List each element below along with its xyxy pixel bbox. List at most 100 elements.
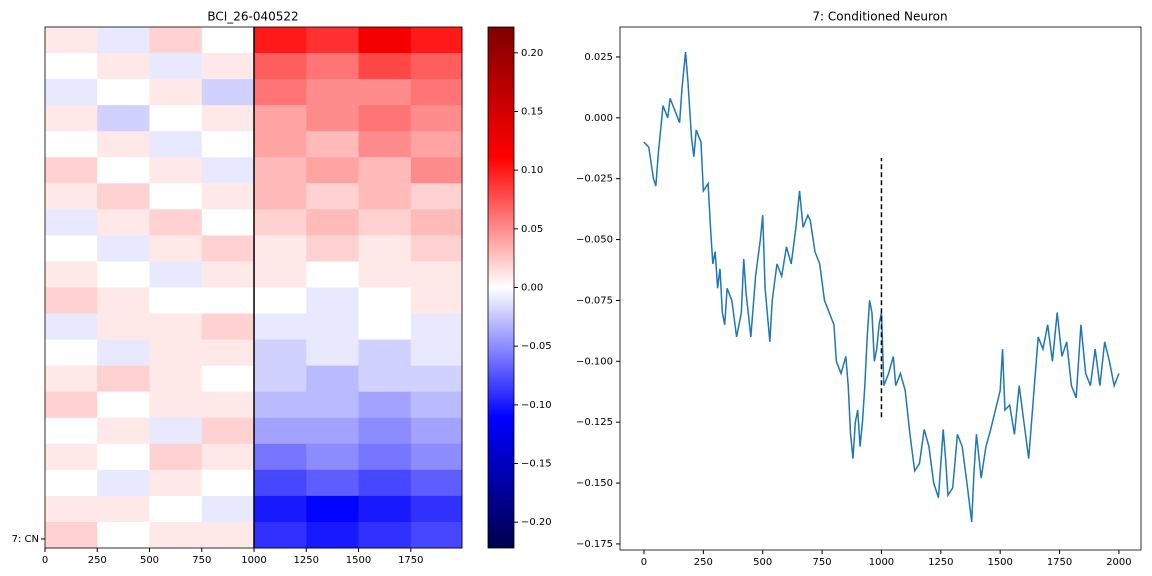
x-tick-label: 1000 — [869, 557, 894, 568]
heat-cell — [149, 79, 203, 106]
colorbar-tick-label: 0.15 — [521, 106, 543, 117]
heat-cell — [201, 365, 255, 393]
heat-cell — [358, 443, 412, 471]
heat-cell — [254, 495, 307, 523]
heat-cell — [45, 105, 98, 132]
heat-cell — [201, 495, 255, 523]
heat-cell — [201, 27, 255, 54]
heat-cell — [410, 469, 463, 497]
heat-cell — [97, 79, 151, 106]
heat-cell — [149, 27, 203, 54]
heat-cell — [410, 261, 463, 288]
x-tick-label: 1250 — [294, 555, 319, 566]
heat-cell — [97, 105, 151, 132]
y-tick-label: −0.050 — [576, 235, 613, 246]
x-tick-label: 1250 — [928, 557, 953, 568]
heat-cell — [201, 313, 255, 341]
heat-cell — [149, 313, 203, 341]
heat-cell — [254, 27, 307, 54]
heat-cell — [254, 417, 307, 445]
heat-cell — [306, 53, 360, 80]
heat-cell — [45, 131, 98, 158]
heat-cell — [410, 209, 463, 236]
y-tick-label: −0.125 — [576, 417, 613, 428]
heat-cell — [97, 27, 151, 54]
heat-cell — [149, 157, 203, 184]
heat-cell — [306, 391, 360, 419]
heat-cell — [358, 157, 412, 184]
heat-cell — [45, 417, 98, 445]
heat-cell — [410, 521, 463, 549]
y-tick-label: −0.025 — [576, 174, 613, 185]
heat-cell — [45, 391, 98, 419]
heat-cell — [201, 521, 255, 549]
x-tick-label: 250 — [694, 557, 713, 568]
heat-cell — [254, 313, 307, 341]
heat-cell — [254, 79, 307, 106]
heat-cell — [410, 131, 463, 158]
heat-cell — [97, 365, 151, 393]
y-tick-label: −0.150 — [576, 478, 613, 489]
heat-cell — [410, 53, 463, 80]
heat-cell — [149, 131, 203, 158]
heat-cell — [358, 53, 412, 80]
y-tick-label: 7: CN — [12, 534, 39, 545]
heat-cell — [306, 27, 360, 54]
heat-cell — [254, 53, 307, 80]
heat-cell — [410, 391, 463, 419]
heat-cell — [201, 183, 255, 210]
heat-cell — [201, 391, 255, 419]
heat-cell — [306, 443, 360, 471]
heat-cell — [149, 365, 203, 393]
heat-cell — [254, 235, 307, 262]
heat-cell — [306, 261, 360, 288]
colorbar-tick-label: −0.15 — [521, 459, 552, 470]
heat-cell — [410, 417, 463, 445]
heat-cell — [306, 521, 360, 549]
heat-cell — [306, 209, 360, 236]
heat-cell — [410, 287, 463, 315]
heat-cell — [358, 79, 412, 106]
colorbar-tick-label: −0.20 — [521, 517, 552, 528]
heat-cell — [201, 261, 255, 288]
heat-cell — [358, 287, 412, 315]
heat-cell — [45, 469, 98, 497]
heat-cell — [306, 183, 360, 210]
x-tick-label: 500 — [753, 557, 772, 568]
colorbar-tick-label: 0.05 — [521, 224, 543, 235]
heat-cell — [358, 365, 412, 393]
heat-cell — [358, 521, 412, 549]
heat-cell — [45, 183, 98, 210]
heat-cell — [45, 157, 98, 184]
heat-cell — [149, 287, 203, 315]
x-tick-label: 1500 — [346, 555, 371, 566]
heatmap-title: BCI_26-040522 — [207, 10, 298, 24]
heat-cell — [201, 157, 255, 184]
heat-cell — [97, 417, 151, 445]
heat-cell — [254, 443, 307, 471]
heat-cell — [201, 469, 255, 497]
heat-cell — [410, 443, 463, 471]
heat-cell — [149, 235, 203, 262]
heat-cell — [45, 313, 98, 341]
heat-cell — [306, 287, 360, 315]
heat-cell — [45, 27, 98, 54]
heat-cell — [201, 105, 255, 132]
heat-cell — [97, 235, 151, 262]
heat-cell — [97, 313, 151, 341]
heat-cell — [358, 261, 412, 288]
heat-cell — [45, 53, 98, 80]
heat-cell — [254, 209, 307, 236]
heat-cell — [201, 339, 255, 367]
heat-cell — [306, 157, 360, 184]
heat-cell — [358, 339, 412, 367]
heat-cell — [254, 131, 307, 158]
heat-cell — [306, 339, 360, 367]
heat-cell — [358, 27, 412, 54]
heat-cell — [97, 183, 151, 210]
line-series — [643, 52, 1120, 523]
x-tick-label: 1750 — [1047, 557, 1072, 568]
heat-cell — [358, 209, 412, 236]
heat-cell — [410, 495, 463, 523]
